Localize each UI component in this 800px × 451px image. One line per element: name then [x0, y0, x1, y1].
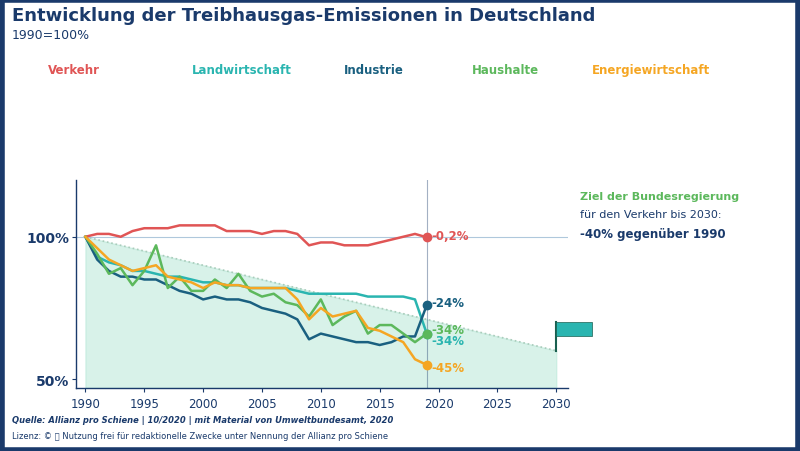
Text: Ziel der Bundesregierung: Ziel der Bundesregierung	[580, 192, 739, 202]
Text: Industrie: Industrie	[344, 64, 404, 76]
Text: Quelle: Allianz pro Schiene | 10/2020 | mit Material von Umweltbundesamt, 2020: Quelle: Allianz pro Schiene | 10/2020 | …	[12, 415, 394, 424]
Text: -45%: -45%	[431, 362, 465, 374]
Text: -34%: -34%	[431, 335, 465, 347]
Text: -0,2%: -0,2%	[431, 230, 469, 243]
Text: Haushalte: Haushalte	[472, 64, 539, 76]
Text: -40% gegenüber 1990: -40% gegenüber 1990	[580, 228, 726, 241]
Text: -24%: -24%	[431, 296, 465, 309]
Text: Lizenz: © ⓘ Nutzung frei für redaktionelle Zwecke unter Nennung der Allianz pro : Lizenz: © ⓘ Nutzung frei für redaktionel…	[12, 431, 388, 440]
Text: Landwirtschaft: Landwirtschaft	[192, 64, 292, 76]
Text: -34%: -34%	[431, 323, 465, 336]
FancyBboxPatch shape	[556, 322, 591, 337]
Text: Entwicklung der Treibhausgas-Emissionen in Deutschland: Entwicklung der Treibhausgas-Emissionen …	[12, 7, 595, 25]
Text: Energiewirtschaft: Energiewirtschaft	[592, 64, 710, 76]
Text: für den Verkehr bis 2030:: für den Verkehr bis 2030:	[580, 210, 722, 220]
Text: Verkehr: Verkehr	[48, 64, 100, 76]
Text: 1990=100%: 1990=100%	[12, 29, 90, 42]
